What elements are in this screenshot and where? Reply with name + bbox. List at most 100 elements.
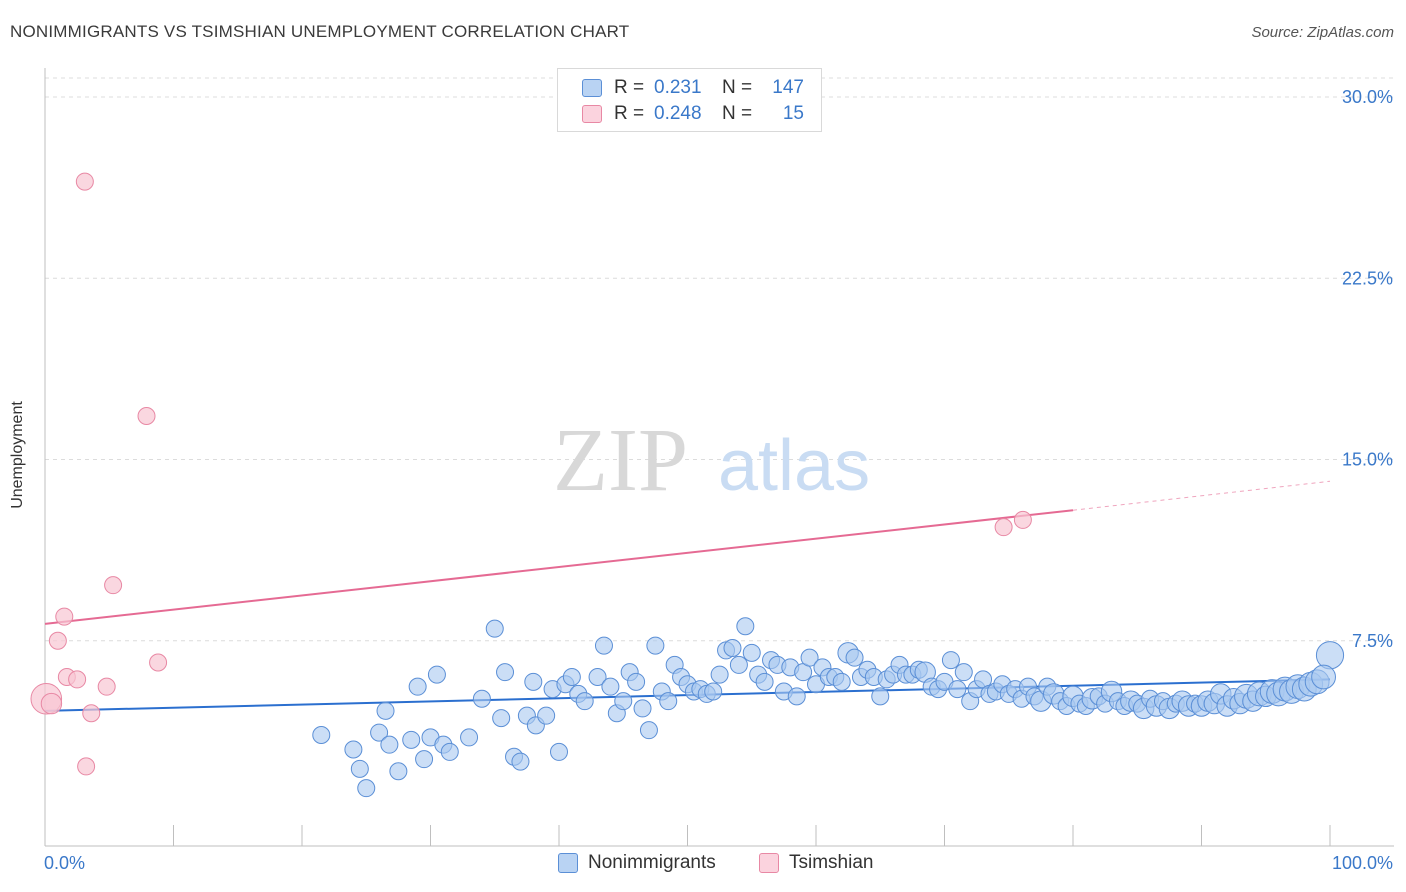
nonimmigrants-point	[787, 687, 806, 706]
nonimmigrants-point	[357, 779, 376, 798]
nonimmigrants-point	[948, 680, 967, 699]
x-tick-label-max: 100.0%	[1332, 853, 1393, 873]
axes	[44, 68, 1394, 847]
nonimmigrants-point	[659, 692, 678, 711]
correlation-legend: R = 0.231 N = 147 R = 0.248 N = 15	[557, 68, 822, 132]
legend-n-label: N =	[722, 103, 753, 124]
tsimshian-trend-extension	[1072, 480, 1331, 511]
legend-label-tsimshian: Tsimshian	[789, 852, 874, 873]
tsimshian-point	[1013, 510, 1032, 529]
nonimmigrants-point	[562, 668, 581, 686]
grid-lines	[45, 77, 1394, 642]
nonimmigrants-point	[871, 687, 890, 706]
legend-r-value: 0.248	[654, 103, 702, 124]
legend-n-label: N =	[722, 77, 753, 98]
tsimshian-point	[68, 670, 87, 689]
legend-item-nonimmigrants[interactable]: Nonimmigrants	[558, 852, 716, 874]
tsimshian-point	[149, 653, 168, 672]
nonimmigrants-point	[440, 742, 459, 761]
legend-n-value: 15	[782, 103, 804, 124]
legend-n-value: 147	[772, 77, 804, 98]
nonimmigrants-point	[575, 692, 594, 711]
nonimmigrants-point	[350, 759, 369, 778]
legend-r-label: R =	[614, 103, 645, 124]
chart-title: NONIMMIGRANTS VS TSIMSHIAN UNEMPLOYMENT …	[10, 22, 630, 41]
nonimmigrants-point	[646, 636, 665, 655]
y-tick-label: 30.0%	[1342, 87, 1393, 107]
y-tick-label: 22.5%	[1342, 268, 1393, 288]
nonimmigrants-point	[312, 726, 331, 744]
nonimmigrants-point	[954, 663, 973, 682]
nonimmigrants-point	[639, 721, 658, 740]
legend-row-nonimmigrants: R = 0.231 N = 147	[582, 77, 804, 99]
nonimmigrants-point	[492, 709, 511, 728]
blue-swatch	[558, 853, 578, 873]
nonimmigrants-point	[729, 655, 748, 674]
watermark-zip: ZIP	[553, 411, 688, 510]
watermark: ZIP atlas	[553, 411, 870, 510]
legend-r-value: 0.231	[654, 77, 702, 98]
nonimmigrants-point	[380, 735, 399, 754]
nonimmigrants-point	[627, 672, 646, 691]
nonimmigrants-point	[344, 740, 363, 759]
nonimmigrants-point	[524, 672, 543, 691]
nonimmigrants-point	[601, 677, 620, 696]
nonimmigrants-point	[710, 665, 729, 684]
tsimshian-point	[48, 631, 67, 650]
tsimshian-trend-line	[44, 509, 1074, 625]
pink-swatch	[582, 105, 602, 123]
watermark-atlas: atlas	[718, 426, 870, 506]
nonimmigrants-point	[550, 742, 568, 761]
nonimmigrants-point	[633, 699, 652, 718]
blue-swatch	[582, 79, 602, 97]
tsimshian-points	[30, 172, 1032, 776]
nonimmigrants-point	[941, 651, 960, 670]
tsimshian-trend	[44, 480, 1331, 625]
tsimshian-point	[994, 518, 1013, 537]
nonimmigrants-point	[723, 639, 742, 657]
tsimshian-point	[75, 172, 94, 191]
nonimmigrants-point	[736, 617, 755, 636]
tsimshian-point	[77, 757, 96, 776]
legend-row-tsimshian: R = 0.248 N = 15	[582, 103, 804, 125]
nonimmigrants-point	[511, 752, 530, 771]
nonimmigrants-point	[537, 706, 556, 725]
y-tick-label: 7.5%	[1352, 631, 1393, 651]
nonimmigrants-points	[312, 617, 1345, 798]
nonimmigrants-point	[370, 723, 389, 742]
nonimmigrants-point	[485, 619, 504, 638]
nonimmigrants-point	[845, 648, 864, 667]
source-label: Source: ZipAtlas.com	[1251, 24, 1394, 41]
nonimmigrants-point	[408, 677, 427, 696]
tsimshian-point	[40, 692, 63, 715]
nonimmigrants-point	[1315, 641, 1345, 670]
legend-item-tsimshian[interactable]: Tsimshian	[759, 852, 873, 874]
y-tick-label: 15.0%	[1342, 450, 1393, 470]
x-tick-label-min: 0.0%	[44, 853, 85, 873]
tick-labels: 7.5% 15.0% 22.5% 30.0% 0.0% 100.0%	[44, 87, 1393, 873]
legend-r-label: R =	[614, 77, 645, 98]
nonimmigrants-point	[614, 692, 633, 711]
nonimmigrants-point	[427, 665, 446, 684]
nonimmigrants-point	[1311, 664, 1336, 690]
nonimmigrants-point	[588, 668, 607, 686]
nonimmigrants-point	[800, 648, 819, 667]
nonimmigrants-point	[594, 636, 613, 655]
tsimshian-point	[137, 407, 156, 425]
tsimshian-point	[104, 576, 123, 595]
nonimmigrants-point	[755, 672, 774, 691]
pink-swatch	[759, 853, 779, 873]
nonimmigrants-point	[389, 762, 408, 781]
nonimmigrants-point	[832, 672, 851, 691]
nonimmigrants-point	[415, 750, 434, 769]
nonimmigrants-point	[742, 643, 761, 662]
nonimmigrants-point	[496, 663, 515, 682]
tsimshian-point	[97, 677, 116, 696]
nonimmigrants-point	[402, 730, 421, 749]
tsimshian-point	[55, 607, 74, 626]
nonimmigrants-point	[376, 701, 395, 720]
legend-label-nonimmigrants: Nonimmigrants	[588, 852, 716, 873]
nonimmigrants-point	[704, 682, 723, 701]
nonimmigrants-point	[460, 728, 479, 747]
